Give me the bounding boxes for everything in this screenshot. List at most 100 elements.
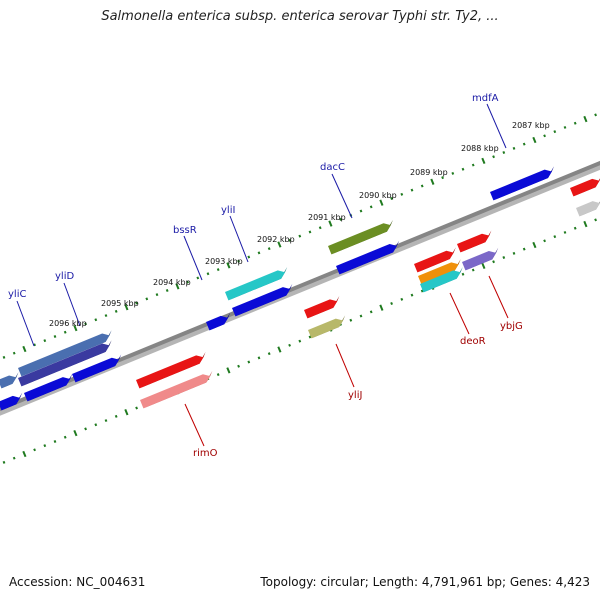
gene-ybjG-upper-body [457, 233, 490, 253]
leader-rimO [184, 403, 205, 447]
gene-ybjG-lower [462, 247, 499, 271]
gene-deoR-mid [418, 259, 461, 285]
tick-mark [94, 318, 98, 322]
gene-right-grey-body [576, 201, 600, 217]
tick-mark [237, 364, 240, 368]
tick-mark [237, 259, 240, 263]
kbp-label-2087: 2087 kbp [512, 121, 550, 130]
tick-mark [73, 429, 78, 437]
gene-rimO-upper-body [136, 355, 204, 389]
tick-mark [53, 439, 57, 443]
gene-yliC-upper [0, 372, 19, 389]
gene-dacC-lower-body [336, 244, 397, 275]
tick-mark [124, 304, 129, 311]
leader-mdfA [486, 103, 507, 149]
gene-ybjG-lower-body [462, 251, 497, 271]
tick-mark [553, 235, 557, 239]
tick-mark [298, 339, 302, 343]
gene-yliI-lower-body [232, 287, 291, 317]
gene-deoR-lower [420, 267, 463, 293]
kbp-label-2092: 2092 kbp [257, 235, 295, 244]
tick-mark [288, 238, 291, 242]
gene-rimO-lower [140, 370, 213, 409]
tick-mark [257, 251, 261, 255]
tick-mark [165, 288, 169, 292]
tick-mark [553, 130, 557, 134]
tick-mark [135, 301, 138, 305]
tick-mark [563, 125, 567, 129]
tick-mark [226, 367, 231, 374]
tick-mark [481, 157, 486, 165]
tick-mark [186, 280, 189, 284]
tick-mark [583, 220, 588, 228]
gene-rimO-upper [136, 352, 206, 389]
tick-mark [277, 241, 282, 248]
tick-mark [369, 310, 373, 314]
tick-mark [502, 256, 506, 260]
leader-yliC [16, 300, 35, 347]
tick-mark [308, 230, 312, 234]
tick-mark [12, 456, 16, 460]
gene-label-yliJ: yliJ [348, 390, 362, 401]
gene-yliI-lower [232, 283, 293, 317]
kbp-label-2088: 2088 kbp [461, 144, 499, 153]
tick-mark [359, 209, 363, 213]
tick-mark [400, 192, 404, 196]
tick-mark [2, 355, 6, 359]
gene-yliC-lower [0, 392, 23, 411]
tick-mark [84, 427, 87, 431]
map-title: Salmonella enterica subsp. enterica sero… [101, 9, 499, 24]
tick-mark [492, 260, 495, 264]
leader-ybjG [488, 275, 509, 319]
tick-mark [216, 373, 220, 377]
gene-deoR-upper [414, 247, 456, 273]
gene-yliI-upper [225, 267, 288, 301]
gene-deoR-upper-body [414, 250, 454, 273]
tick-mark [532, 241, 537, 249]
gene-callouts [16, 103, 509, 447]
tick-mark [379, 199, 384, 206]
gene-yliD-lower [18, 340, 112, 387]
tick-mark [267, 247, 271, 251]
gene-label-rimO: rimO [193, 448, 218, 459]
gene-yliD-arrow2 [72, 354, 122, 383]
gene-yliD-arrow1-body [24, 377, 71, 402]
gene-right-red-body [570, 178, 600, 197]
tick-mark [441, 176, 444, 180]
gene-label-bssR: bssR [173, 225, 197, 236]
gene-yliJ-upper [304, 296, 340, 319]
tick-mark [155, 293, 159, 297]
tick-mark [522, 142, 526, 146]
tick-mark [410, 188, 414, 192]
tick-mark [247, 360, 251, 364]
tick-mark [104, 419, 108, 423]
top-tick-row [2, 113, 597, 359]
tick-mark [379, 304, 384, 311]
leader-yliD [63, 282, 81, 327]
tick-mark [461, 167, 465, 171]
gene-yliD-arrow1 [24, 373, 73, 402]
tick-mark [43, 444, 47, 448]
tick-mark [226, 262, 231, 269]
tick-mark [318, 226, 322, 230]
tick-mark [328, 220, 333, 227]
gene-yliC-upper-body [0, 375, 17, 389]
tick-mark [135, 406, 138, 410]
leader-yliJ [335, 343, 355, 388]
tick-mark [543, 239, 546, 243]
tick-mark [543, 134, 546, 138]
gene-yliD-arrow2-body [72, 357, 120, 383]
gene-bssR-body [206, 315, 229, 331]
gene-yliD-lower-body [18, 343, 110, 387]
gene-yliC-lower-body [0, 395, 21, 411]
gene-dacC-upper [328, 219, 393, 255]
tick-mark [84, 322, 87, 326]
tick-mark [43, 339, 47, 343]
tick-mark [420, 184, 424, 188]
tick-mark [33, 448, 36, 452]
kbp-label-2095: 2095 kbp [101, 299, 139, 308]
gene-rimO-lower-body [140, 374, 211, 409]
tick-mark [461, 272, 465, 276]
gene-bssR [206, 312, 231, 331]
tick-mark [369, 205, 373, 209]
